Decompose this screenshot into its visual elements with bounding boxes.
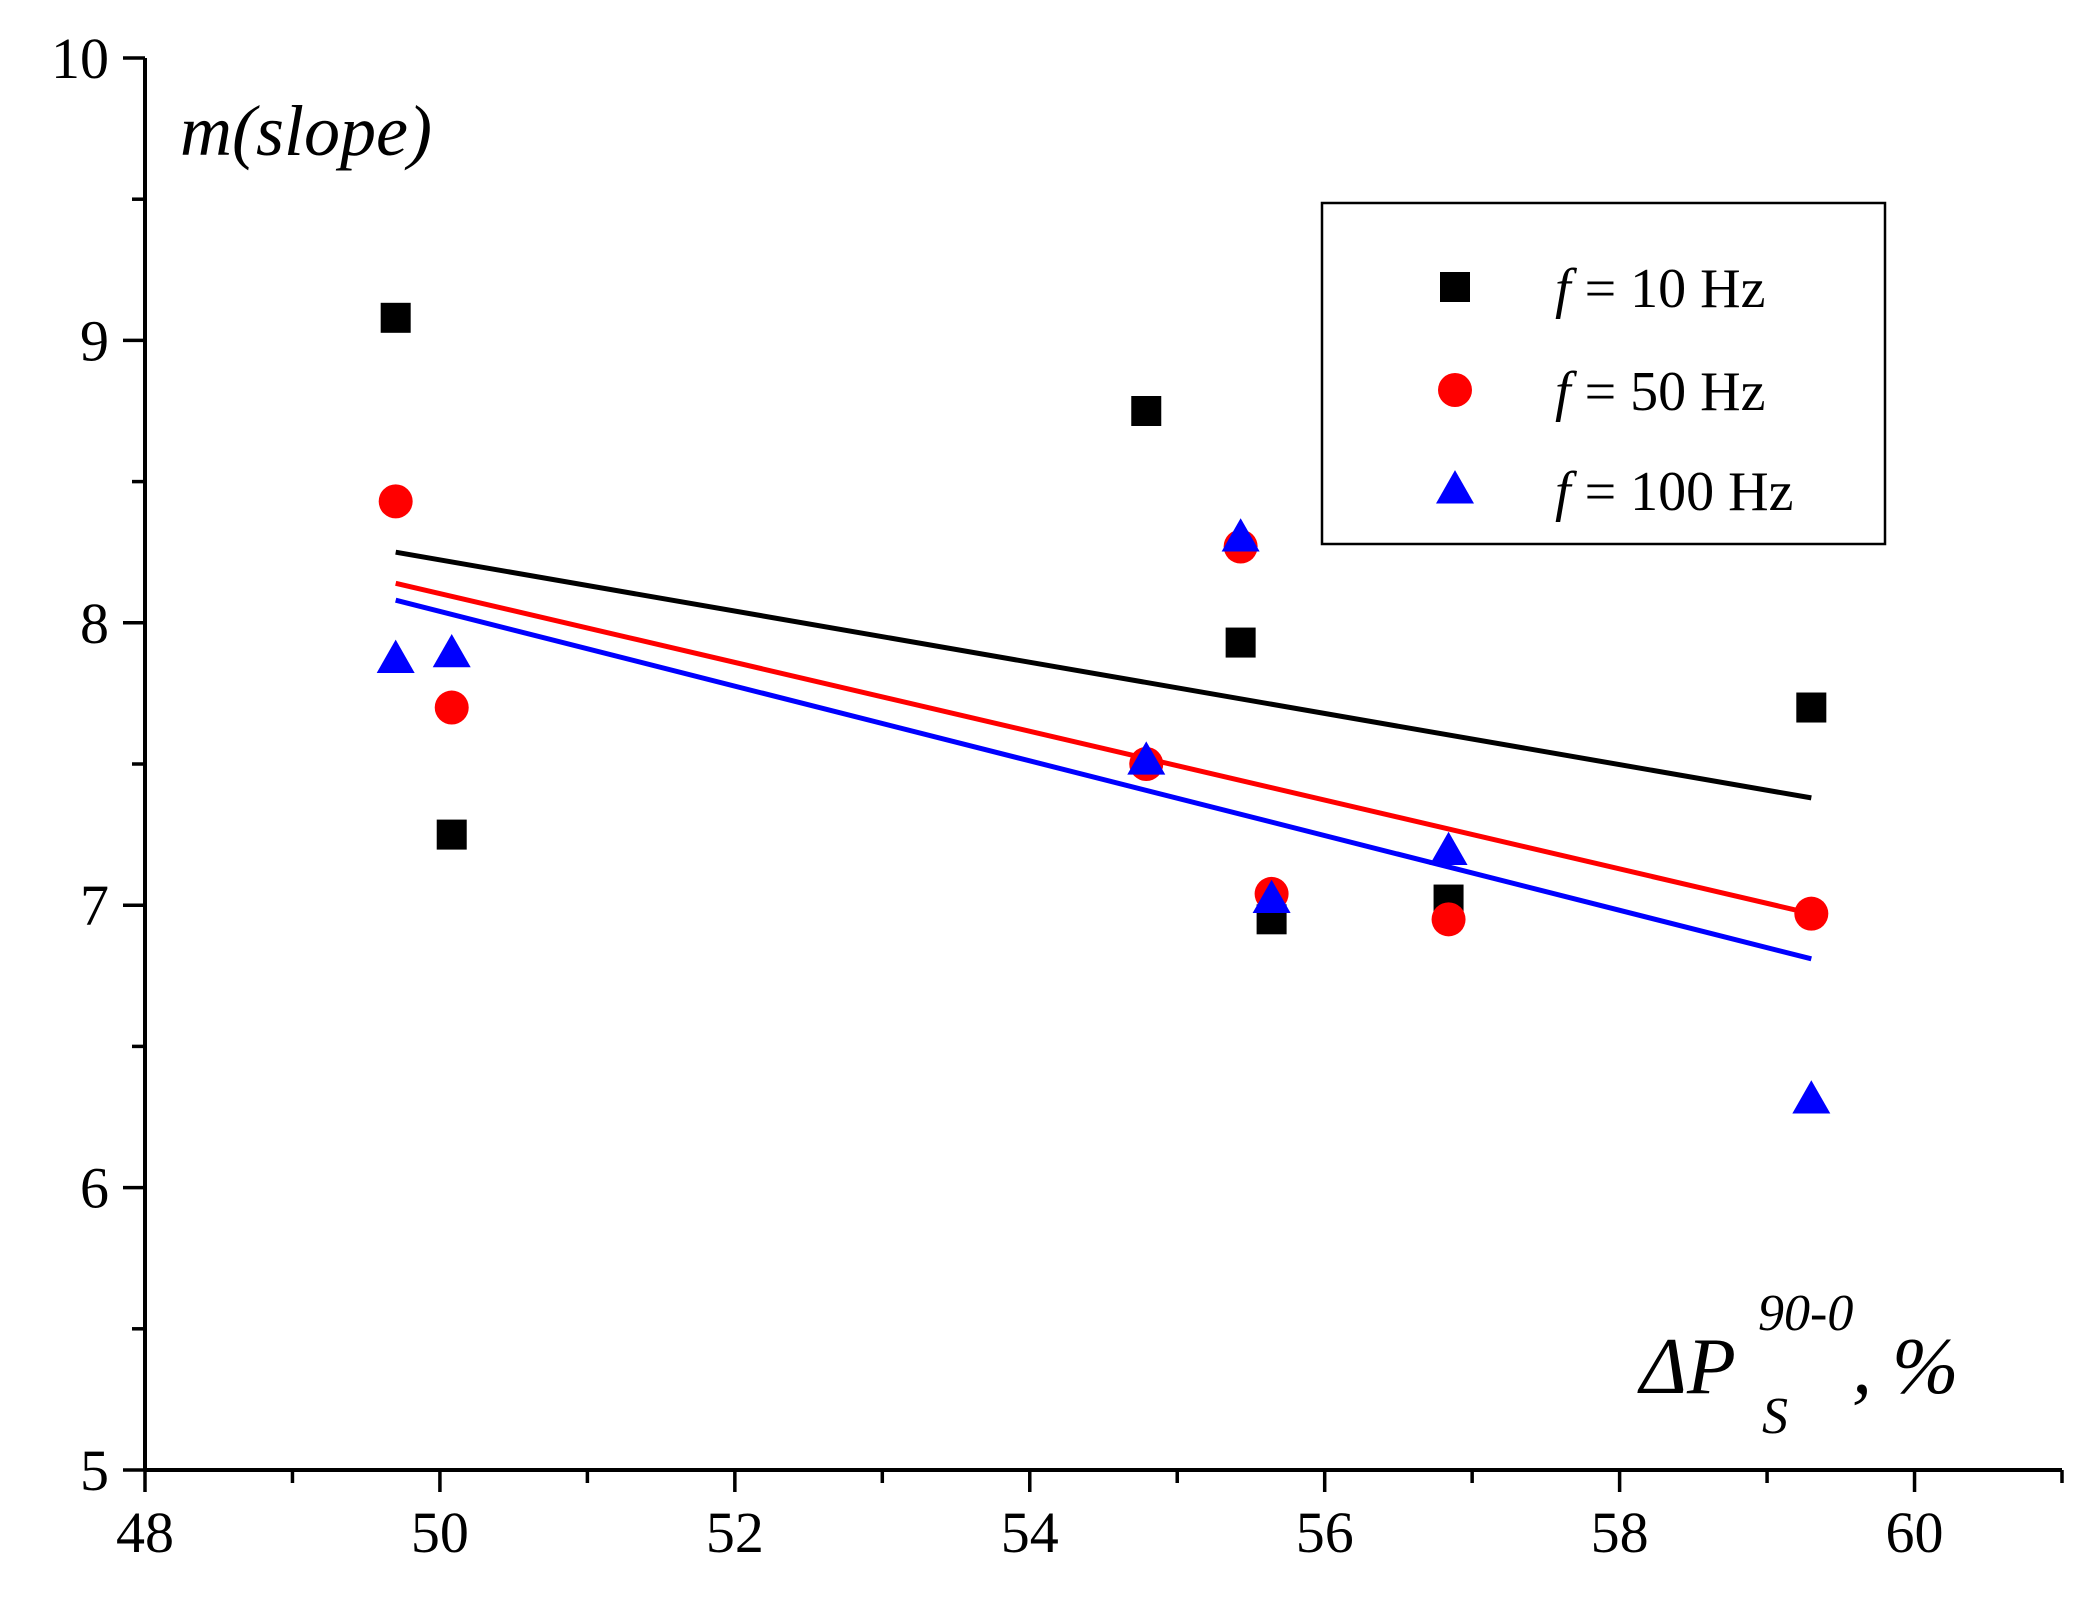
triangle-point bbox=[1127, 741, 1166, 775]
x-tick-label: 58 bbox=[1591, 1500, 1649, 1565]
x-tick-label: 52 bbox=[706, 1500, 764, 1565]
fit-line bbox=[395, 549, 1812, 801]
legend-label: f = 50 Hz bbox=[1555, 361, 1765, 423]
legend-circle-marker bbox=[1438, 373, 1472, 407]
legend: f = 10 Hz f = 50 Hz f = 100 Hz bbox=[1320, 201, 1887, 546]
fit-line bbox=[395, 597, 1812, 962]
x-axis-title-main: ΔP bbox=[1637, 1323, 1736, 1411]
y-axis-title: m(slope) bbox=[180, 91, 432, 171]
square-point bbox=[380, 302, 411, 333]
x-axis-title-superscript: 90-0 bbox=[1758, 1285, 1853, 1342]
x-tick-label: 54 bbox=[1001, 1500, 1059, 1565]
triangle-point bbox=[1792, 1080, 1831, 1114]
x-tick-label: 50 bbox=[411, 1500, 469, 1565]
x-tick-label: 60 bbox=[1886, 1500, 1944, 1565]
triangle-point bbox=[432, 634, 471, 668]
square-point bbox=[1225, 627, 1256, 658]
circle-point bbox=[434, 690, 469, 725]
triangle-point bbox=[1221, 518, 1260, 552]
x-axis-title-suffix: , % bbox=[1852, 1323, 1959, 1411]
circle-point bbox=[378, 484, 413, 519]
triangle-point bbox=[376, 639, 415, 673]
circle-point bbox=[1794, 896, 1829, 931]
y-tick-label: 10 bbox=[51, 26, 109, 91]
triangle-point bbox=[1429, 831, 1468, 865]
legend-label: f = 10 Hz bbox=[1555, 258, 1765, 320]
legend-box bbox=[1320, 201, 1887, 546]
legend-label: f = 100 Hz bbox=[1555, 461, 1793, 523]
y-tick-label: 7 bbox=[80, 873, 109, 938]
y-tick-label: 6 bbox=[80, 1156, 109, 1221]
square-point bbox=[1796, 692, 1827, 723]
legend-triangle-marker bbox=[1436, 470, 1474, 504]
y-tick-label: 5 bbox=[80, 1438, 109, 1503]
circle-point bbox=[1431, 902, 1466, 937]
triangle-point bbox=[1252, 879, 1291, 913]
square-point bbox=[1131, 396, 1162, 426]
y-tick-label: 8 bbox=[80, 591, 109, 656]
fit-line bbox=[395, 580, 1812, 917]
y-tick-label: 9 bbox=[80, 308, 109, 373]
fit-lines bbox=[395, 549, 1812, 962]
data-points bbox=[376, 302, 1831, 1114]
x-axis-title-subscript: S bbox=[1762, 1388, 1788, 1445]
x-axis-title: ΔP S 90-0 , % bbox=[1637, 1285, 1959, 1445]
square-point bbox=[436, 819, 467, 850]
x-tick-label: 48 bbox=[116, 1500, 174, 1565]
x-tick-label: 56 bbox=[1296, 1500, 1354, 1565]
legend-square-marker bbox=[1440, 272, 1470, 302]
